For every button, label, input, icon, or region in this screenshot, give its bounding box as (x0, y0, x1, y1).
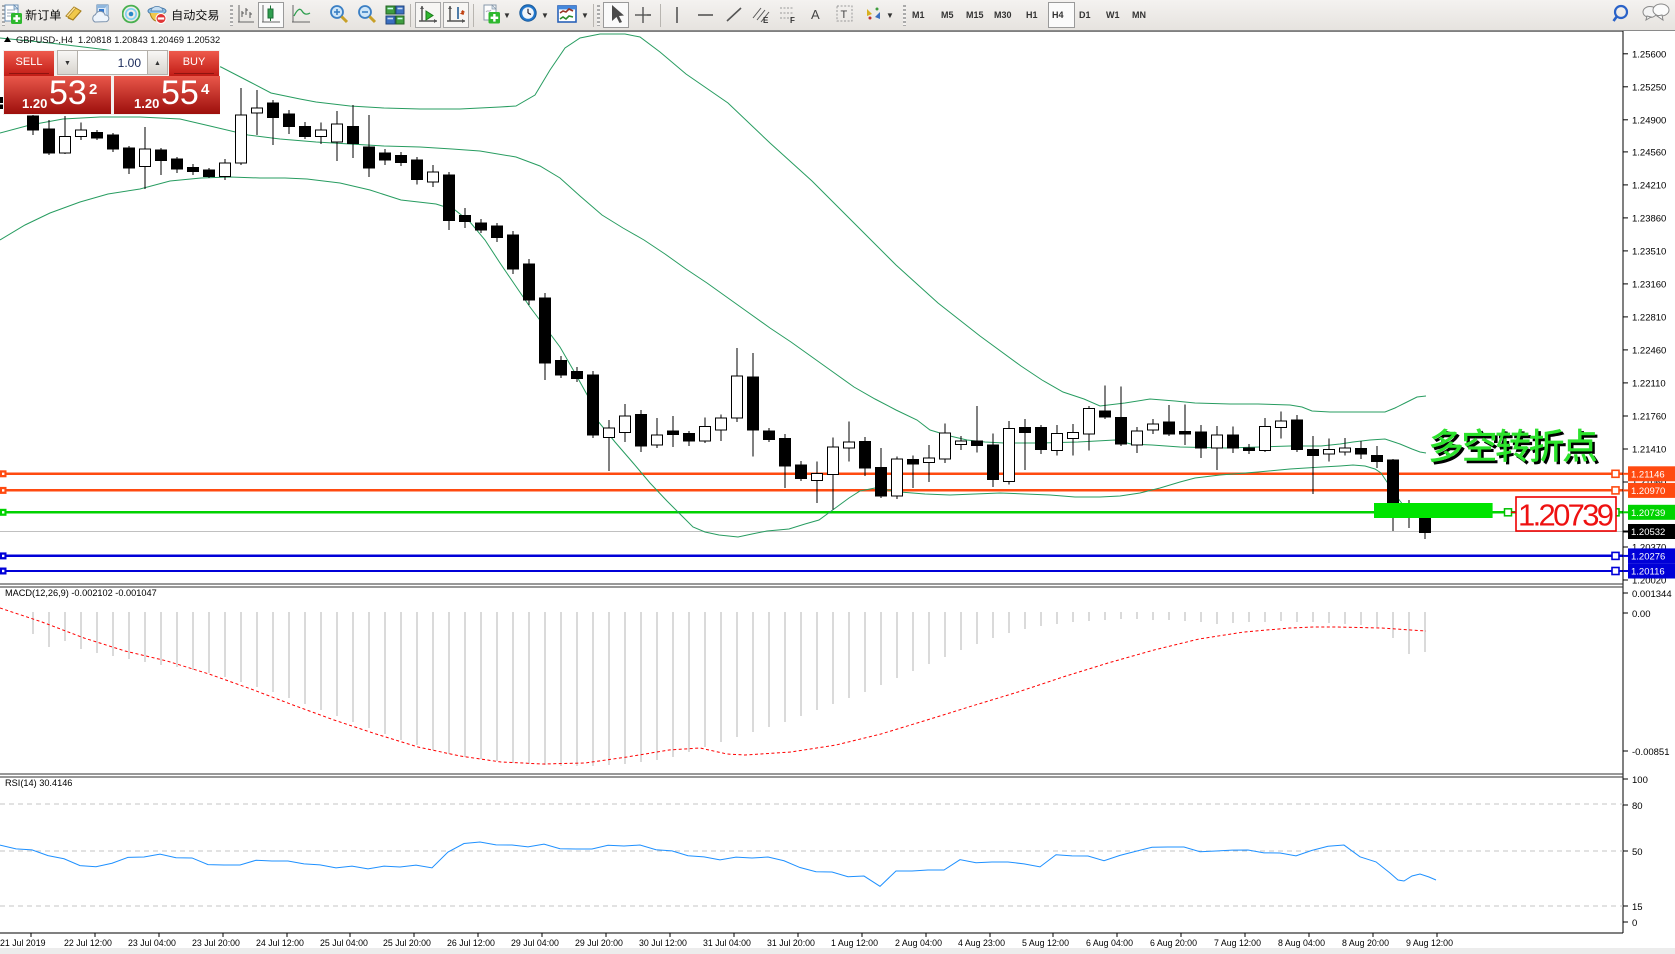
svg-text:A: A (811, 7, 820, 22)
svg-text:1.23510: 1.23510 (1632, 246, 1666, 257)
svg-text:1.21760: 1.21760 (1632, 412, 1666, 423)
svg-text:1.21410: 1.21410 (1632, 445, 1666, 456)
svg-text:100: 100 (1632, 775, 1648, 786)
svg-text:25 Jul 20:00: 25 Jul 20:00 (383, 938, 431, 948)
svg-text:F: F (790, 16, 795, 25)
svg-text:21 Jul 2019: 21 Jul 2019 (0, 938, 46, 948)
svg-text:1.23860: 1.23860 (1632, 213, 1666, 224)
svg-text:0.00: 0.00 (1632, 609, 1651, 620)
svg-text:80: 80 (1632, 801, 1643, 812)
svg-text:30 Jul 12:00: 30 Jul 12:00 (639, 938, 687, 948)
svg-text:1.24560: 1.24560 (1632, 147, 1666, 158)
svg-text:23 Jul 04:00: 23 Jul 04:00 (128, 938, 176, 948)
svg-text:1.25250: 1.25250 (1632, 82, 1666, 93)
svg-text:29 Jul 04:00: 29 Jul 04:00 (511, 938, 559, 948)
svg-text:T: T (841, 9, 848, 21)
svg-text:31 Jul 20:00: 31 Jul 20:00 (767, 938, 815, 948)
svg-text:1.20116: 1.20116 (1631, 567, 1665, 578)
svg-text:1.22110: 1.22110 (1632, 378, 1666, 389)
svg-text:9 Aug 12:00: 9 Aug 12:00 (1406, 938, 1453, 948)
svg-text:1.24210: 1.24210 (1632, 180, 1666, 191)
svg-text:1.22460: 1.22460 (1632, 345, 1666, 356)
svg-text:1.20739: 1.20739 (1518, 498, 1614, 533)
svg-text:7 Aug 12:00: 7 Aug 12:00 (1214, 938, 1261, 948)
svg-text:0.001344: 0.001344 (1632, 589, 1672, 600)
svg-text:1.20739: 1.20739 (1631, 508, 1665, 519)
svg-text:50: 50 (1632, 847, 1643, 858)
svg-text:22 Jul 12:00: 22 Jul 12:00 (64, 938, 112, 948)
svg-text:RSI(14) 30.4146: RSI(14) 30.4146 (5, 778, 72, 788)
svg-text:1.22810: 1.22810 (1632, 312, 1666, 323)
svg-text:GBPUSD-,H4: GBPUSD-,H4 (16, 35, 73, 45)
svg-text:1.20276: 1.20276 (1631, 551, 1665, 562)
svg-text:6 Aug 20:00: 6 Aug 20:00 (1150, 938, 1197, 948)
svg-text:MACD(12,26,9) -0.002102 -0.001: MACD(12,26,9) -0.002102 -0.001047 (5, 588, 157, 598)
svg-text:6 Aug 04:00: 6 Aug 04:00 (1086, 938, 1133, 948)
svg-text:26 Jul 12:00: 26 Jul 12:00 (447, 938, 495, 948)
svg-text:1.20970: 1.20970 (1631, 486, 1665, 497)
svg-text:0: 0 (1632, 918, 1637, 929)
svg-text:-0.00851: -0.00851 (1632, 747, 1670, 758)
svg-text:1.20020: 1.20020 (1632, 576, 1666, 587)
svg-text:8 Aug 04:00: 8 Aug 04:00 (1278, 938, 1325, 948)
svg-text:1 Aug 12:00: 1 Aug 12:00 (831, 938, 878, 948)
svg-text:31 Jul 04:00: 31 Jul 04:00 (703, 938, 751, 948)
svg-text:1.20532: 1.20532 (1631, 527, 1665, 538)
svg-text:5 Aug 12:00: 5 Aug 12:00 (1022, 938, 1069, 948)
svg-text:4 Aug 23:00: 4 Aug 23:00 (958, 938, 1005, 948)
svg-text:1.20370: 1.20370 (1632, 543, 1666, 554)
svg-text:1.25600: 1.25600 (1632, 49, 1666, 60)
svg-text:24 Jul 12:00: 24 Jul 12:00 (256, 938, 304, 948)
svg-text:2 Aug 04:00: 2 Aug 04:00 (895, 938, 942, 948)
svg-text:25 Jul 04:00: 25 Jul 04:00 (320, 938, 368, 948)
svg-text:E: E (763, 16, 769, 25)
svg-text:23 Jul 20:00: 23 Jul 20:00 (192, 938, 240, 948)
svg-text:1.20818 1.20843 1.20469 1.2053: 1.20818 1.20843 1.20469 1.20532 (78, 35, 220, 45)
svg-text:15: 15 (1632, 902, 1643, 913)
svg-text:8 Aug 20:00: 8 Aug 20:00 (1342, 938, 1389, 948)
svg-text:29 Jul 20:00: 29 Jul 20:00 (575, 938, 623, 948)
svg-text:1.24900: 1.24900 (1632, 115, 1666, 126)
svg-text:1.21146: 1.21146 (1631, 469, 1665, 480)
svg-text:1.23160: 1.23160 (1632, 279, 1666, 290)
